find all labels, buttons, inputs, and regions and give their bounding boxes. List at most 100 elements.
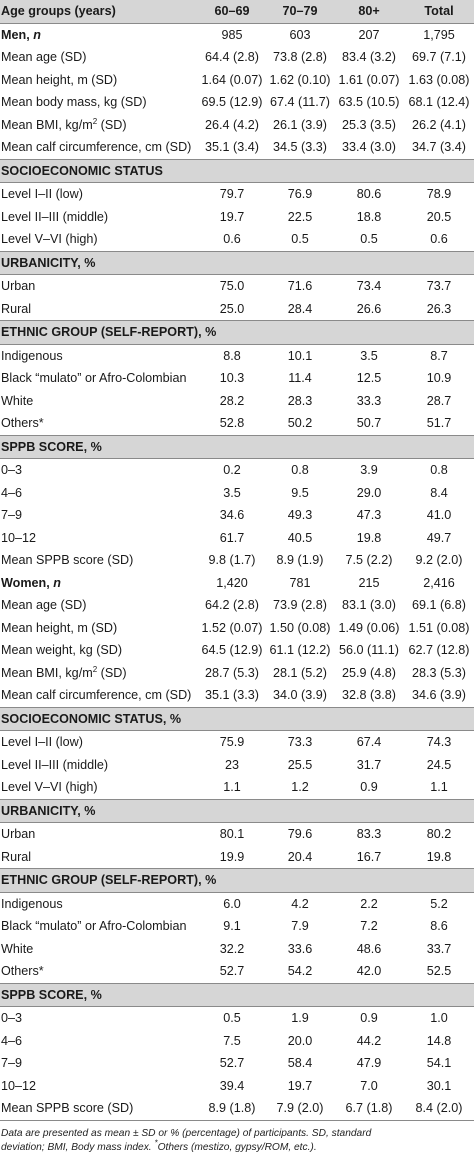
cell-total: 1.1 (430, 780, 448, 794)
cell-60-69: 79.7 (219, 187, 245, 201)
cell-80-plus: 7.2 (360, 919, 378, 933)
cell-70-79: 7.9 (291, 919, 309, 933)
table-row: Indigenous 8.8 10.1 3.5 8.7 (0, 344, 474, 367)
cell-80-plus: 18.8 (356, 209, 382, 224)
row-label: Urban (0, 823, 198, 846)
cell-total: 10.9 (426, 371, 452, 385)
row-label-text: Others* (1, 416, 44, 430)
cell-80-plus: 6.7 (1.8) (334, 1097, 404, 1121)
cell-70-79: 58.4 (287, 1056, 313, 1070)
row-label: Indigenous (0, 344, 198, 367)
cell-60-69: 19.7 (219, 209, 245, 224)
cell-60-69: 8.9 (1.8) (198, 1097, 266, 1121)
footnote-others: Others (mestizo, gypsy/ROM, etc.). (157, 1141, 317, 1153)
cell-70-79: 20.4 (287, 849, 313, 864)
cell-total: 8.7 (430, 348, 448, 363)
row-label-text: Black “mulato” or Afro-Colombian (1, 919, 187, 933)
table-row: Mean BMI, kg/m2 (SD) 26.4 (4.2) 26.1 (3.9)… (0, 114, 474, 137)
row-label-text: Level V–VI (high) (1, 232, 98, 246)
cell-70-79: 34.0 (3.9) (273, 688, 327, 702)
cell-60-69: 0.2 (223, 463, 241, 477)
row-label-text: Level II–III (middle) (1, 209, 109, 224)
cell-60-69: 1,420 (216, 575, 248, 590)
cell-70-79: 54.2 (287, 964, 313, 978)
cell-60-69: 3.5 (223, 485, 241, 500)
cell-80-plus: 83.3 (356, 827, 382, 841)
cell-70-79: 25.5 (287, 757, 313, 772)
table-row: 7–9 34.6 49.3 47.3 41.0 (0, 504, 474, 527)
row-label-text: Indigenous (1, 348, 63, 363)
cell-80-plus: 33.3 (356, 393, 382, 408)
row-label: Women, n (0, 572, 198, 595)
cell-total: 49.7 (426, 530, 452, 545)
cell-60-69: 19.9 (219, 849, 245, 864)
cell-80-plus: 67.4 (356, 735, 382, 749)
cell-80-plus: 73.4 (356, 279, 382, 293)
section-header-row: URBANICITY, % (0, 250, 474, 275)
cell-80-plus: 44.2 (356, 1033, 382, 1048)
cell-80-plus: 7.5 (2.2) (345, 553, 393, 567)
cell-70-79: 76.9 (287, 187, 313, 201)
cell-70-79: 50.2 (287, 416, 313, 430)
row-label: Level V–VI (high) (0, 228, 198, 251)
row-label-text: 10–12 (1, 530, 37, 545)
table-row: Rural 25.0 28.4 26.6 26.3 (0, 298, 474, 321)
row-label: Mean weight, kg (SD) (0, 639, 198, 662)
cell-total: 80.2 (426, 827, 452, 841)
table-row: 4–6 7.5 20.0 44.2 14.8 (0, 1030, 474, 1053)
cell-total: 1,795 (423, 27, 455, 42)
table-row: White 32.2 33.6 48.6 33.7 (0, 938, 474, 961)
cell-60-69: 28.2 (219, 393, 245, 408)
row-label: Urban (0, 275, 198, 298)
footnote-text: deviation; BMI, Body mass index. (1, 1141, 155, 1153)
row-label-text: Mean height, m (SD) (1, 72, 118, 87)
cell-70-79: 28.3 (287, 393, 313, 408)
row-label: 7–9 (0, 504, 198, 527)
table-row: Level II–III (middle) 19.7 22.5 18.8 20.5 (0, 206, 474, 229)
cell-60-69: 32.2 (219, 941, 245, 956)
cell-70-79: 603 (289, 27, 311, 42)
row-label: 10–12 (0, 527, 198, 550)
table-row: Mean calf circumference, cm (SD) 35.1 (3.… (0, 684, 474, 707)
cell-total: 14.8 (426, 1033, 452, 1048)
cell-60-69: 0.6 (223, 232, 241, 246)
section-header-row: SPPB SCORE, % (0, 982, 474, 1007)
row-label-text: Mean calf circumference, cm (SD) (1, 688, 192, 702)
cell-70-79: 28.1 (5.2) (273, 665, 327, 680)
section-header-row: URBANICITY, % (0, 798, 474, 823)
table-row: 0–3 0.2 0.8 3.9 0.8 (0, 459, 474, 482)
cell-60-69: 39.4 (219, 1078, 245, 1093)
cell-80-plus: 50.7 (356, 416, 382, 430)
row-label: Rural (0, 298, 198, 321)
row-label-superscript: 2 (92, 664, 98, 674)
header-80-plus: 80+ (334, 0, 404, 24)
row-label-suffix: (SD) (97, 665, 127, 680)
row-label-text: Mean BMI, kg/m (1, 117, 93, 132)
cell-60-69: 23 (224, 757, 239, 772)
row-label: Others* (0, 412, 198, 435)
row-label: 0–3 (0, 1007, 198, 1030)
footnote-line-2: deviation; BMI, Body mass index. *Others… (1, 1139, 472, 1155)
cell-total: 8.6 (430, 919, 448, 933)
row-label-text: Mean height, m (SD) (1, 620, 118, 635)
cell-80-plus: 7.0 (360, 1078, 378, 1093)
table-row: 10–12 61.7 40.5 19.8 49.7 (0, 527, 474, 550)
cell-total: 2,416 (423, 575, 455, 590)
cell-80-plus: 1.61 (0.07) (338, 72, 400, 87)
footnote-line-1: Data are presented as mean ± SD or % (pe… (1, 1127, 372, 1139)
cell-60-69: 52.8 (219, 416, 245, 430)
cell-total: 0.6 (430, 232, 448, 246)
row-label-italic: n (33, 27, 41, 42)
section-title: SPPB SCORE, % (0, 434, 474, 459)
cell-80-plus: 1.49 (0.06) (338, 620, 400, 635)
cell-70-79: 0.5 (291, 232, 309, 246)
cell-total: 34.6 (3.9) (412, 688, 466, 702)
cell-60-69: 6.0 (223, 896, 241, 911)
cell-70-79: 8.9 (1.9) (276, 553, 324, 567)
cell-70-79: 10.1 (287, 348, 313, 363)
cell-total: 19.8 (426, 849, 452, 864)
row-label-text: Mean SPPB score (SD) (1, 1101, 134, 1115)
row-label-text: Black “mulato” or Afro-Colombian (1, 371, 187, 385)
cell-70-79: 19.7 (287, 1078, 313, 1093)
row-label: Mean BMI, kg/m2 (SD) (0, 662, 198, 685)
